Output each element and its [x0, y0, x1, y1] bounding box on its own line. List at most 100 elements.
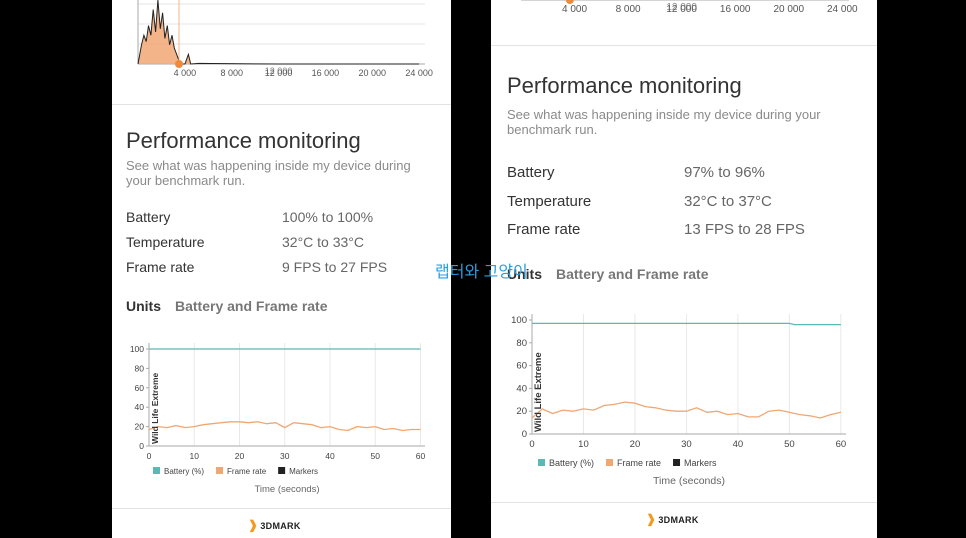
legend-label: Markers [684, 458, 717, 468]
y-tick-label: 20 [135, 422, 145, 432]
x-tick-label: 4 000 [562, 4, 587, 15]
legend-swatch [278, 467, 286, 474]
legend-swatch [606, 459, 614, 466]
x-tick-label: 16 000 [720, 4, 751, 15]
stat-value: 13 FPS to 28 FPS [684, 221, 805, 238]
score-marker-dot [565, 0, 574, 4]
stat-label: Temperature [126, 234, 205, 250]
x-tick-label: 60 [836, 439, 847, 450]
x-tick-label: 24 000 [827, 4, 858, 15]
x-tick-label: 12 000 [666, 4, 697, 15]
x-axis-title: Time (seconds) [254, 484, 319, 495]
x-tick-label-overlay: 12 000 [666, 2, 697, 13]
legend-label: Battery (%) [164, 467, 204, 476]
divider [112, 508, 451, 509]
y-tick-label: 80 [516, 338, 527, 349]
histogram-area [138, 0, 420, 64]
stat-label: Temperature [507, 192, 592, 210]
y-tick-label: 100 [511, 315, 527, 326]
x-tick-label: 24 000 [405, 68, 433, 78]
stat-label: Battery [126, 209, 171, 225]
y-tick-label: 40 [516, 383, 527, 394]
divider [491, 45, 877, 46]
battery-framerate-chart: 0 10 20 30 40 50 60 0 20 40 60 80 100 Wild Life Extre… [511, 314, 847, 487]
logo-text: 3DMARK [260, 521, 301, 531]
section-title: Performance monitoring [507, 73, 742, 98]
x-tick-label: 40 [325, 451, 335, 461]
legend-label: Battery (%) [549, 458, 594, 468]
x-tick-label: 30 [280, 451, 290, 461]
x-tick-label: 50 [370, 451, 380, 461]
x-tick-label: 20 [630, 439, 641, 450]
x-axis-title: Time (seconds) [653, 475, 725, 487]
y-tick-label: 40 [135, 402, 145, 412]
framerate-line [148, 421, 421, 432]
right-panel: 4 000 8 000 12 000 16 000 20 000 24 000 12 000… [491, 0, 877, 538]
chart-tabs: Units Battery and Frame rate [507, 266, 709, 282]
x-tick-label: 8 000 [220, 68, 243, 78]
x-tick-label: 4 000 [174, 68, 197, 78]
stat-label: Frame rate [507, 221, 581, 238]
tab-battery-frame-rate[interactable]: Battery and Frame rate [556, 266, 709, 282]
chart-vertical-title: Wild Life Extreme [533, 352, 544, 432]
x-tick-label: 10 [190, 451, 200, 461]
stat-value: 32°C to 33°C [282, 234, 365, 250]
y-tick-label: 60 [135, 383, 145, 393]
x-tick-label: 20 000 [359, 68, 387, 78]
battery-line [532, 322, 841, 326]
y-tick-label: 80 [135, 363, 145, 373]
battery-framerate-chart: 0 10 20 30 40 50 60 0 20 40 60 80 100 Wild Life Extre… [130, 343, 426, 495]
y-tick-label: 0 [522, 429, 527, 440]
logo-chevron-icon: ❱ [646, 512, 657, 526]
section-subtitle: See what was happening inside my device … [507, 107, 821, 137]
framerate-line [531, 401, 842, 419]
x-tick-label: 20 [235, 451, 245, 461]
legend-swatch [538, 459, 545, 466]
legend-label: Markers [289, 467, 318, 476]
divider [112, 104, 451, 105]
x-tick-label: 60 [416, 451, 426, 461]
legend-swatch [216, 467, 224, 474]
brand-logo: ❱ 3DMARK [646, 512, 699, 526]
legend-label: Frame rate [227, 467, 267, 476]
chart-vertical-title: Wild Life Extreme [150, 372, 160, 444]
section-subtitle: See what was happening inside my device … [126, 158, 411, 188]
histogram-line [137, 0, 420, 65]
x-tick-label: 10 [578, 439, 589, 450]
tab-battery-frame-rate[interactable]: Battery and Frame rate [175, 298, 328, 314]
stat-value: 9 FPS to 27 FPS [282, 259, 388, 275]
left-panel: 4 000 8 000 12 000 16 000 20 000 24 000 12 000… [112, 0, 451, 538]
y-tick-label: 100 [130, 344, 144, 354]
logo-chevron-icon: ❱ [248, 518, 259, 532]
x-tick-label: 30 [681, 439, 692, 450]
legend-swatch [673, 459, 681, 466]
section-title: Performance monitoring [126, 128, 361, 153]
tab-units[interactable]: Units [126, 298, 161, 314]
x-tick-label: 0 [529, 439, 534, 450]
chart-tabs: Units Battery and Frame rate [126, 298, 328, 314]
score-marker-dot [175, 60, 183, 68]
brand-logo: ❱ 3DMARK [248, 518, 301, 532]
divider [491, 502, 877, 503]
stat-value: 32°C to 37°C [684, 192, 772, 210]
logo-text: 3DMARK [658, 515, 699, 525]
x-tick-label: 12 000 [265, 68, 293, 78]
x-tick-label: 0 [147, 451, 152, 461]
stat-value: 100% to 100% [282, 209, 374, 225]
y-tick-label: 20 [516, 406, 527, 417]
legend-swatch [153, 467, 160, 474]
legend-label: Frame rate [617, 458, 661, 468]
tab-units[interactable]: Units [507, 266, 542, 282]
x-tick-label: 40 [733, 439, 744, 450]
stat-label: Frame rate [126, 259, 195, 275]
y-tick-label: 0 [139, 441, 144, 451]
stat-value: 97% to 96% [684, 164, 765, 181]
watermark-text: 랩터와 고양이 [435, 264, 528, 281]
x-tick-label: 16 000 [312, 68, 340, 78]
stat-label: Battery [507, 164, 555, 181]
x-tick-label-overlay: 12 000 [265, 66, 293, 76]
y-tick-label: 60 [516, 361, 527, 372]
x-tick-label: 8 000 [616, 4, 641, 15]
